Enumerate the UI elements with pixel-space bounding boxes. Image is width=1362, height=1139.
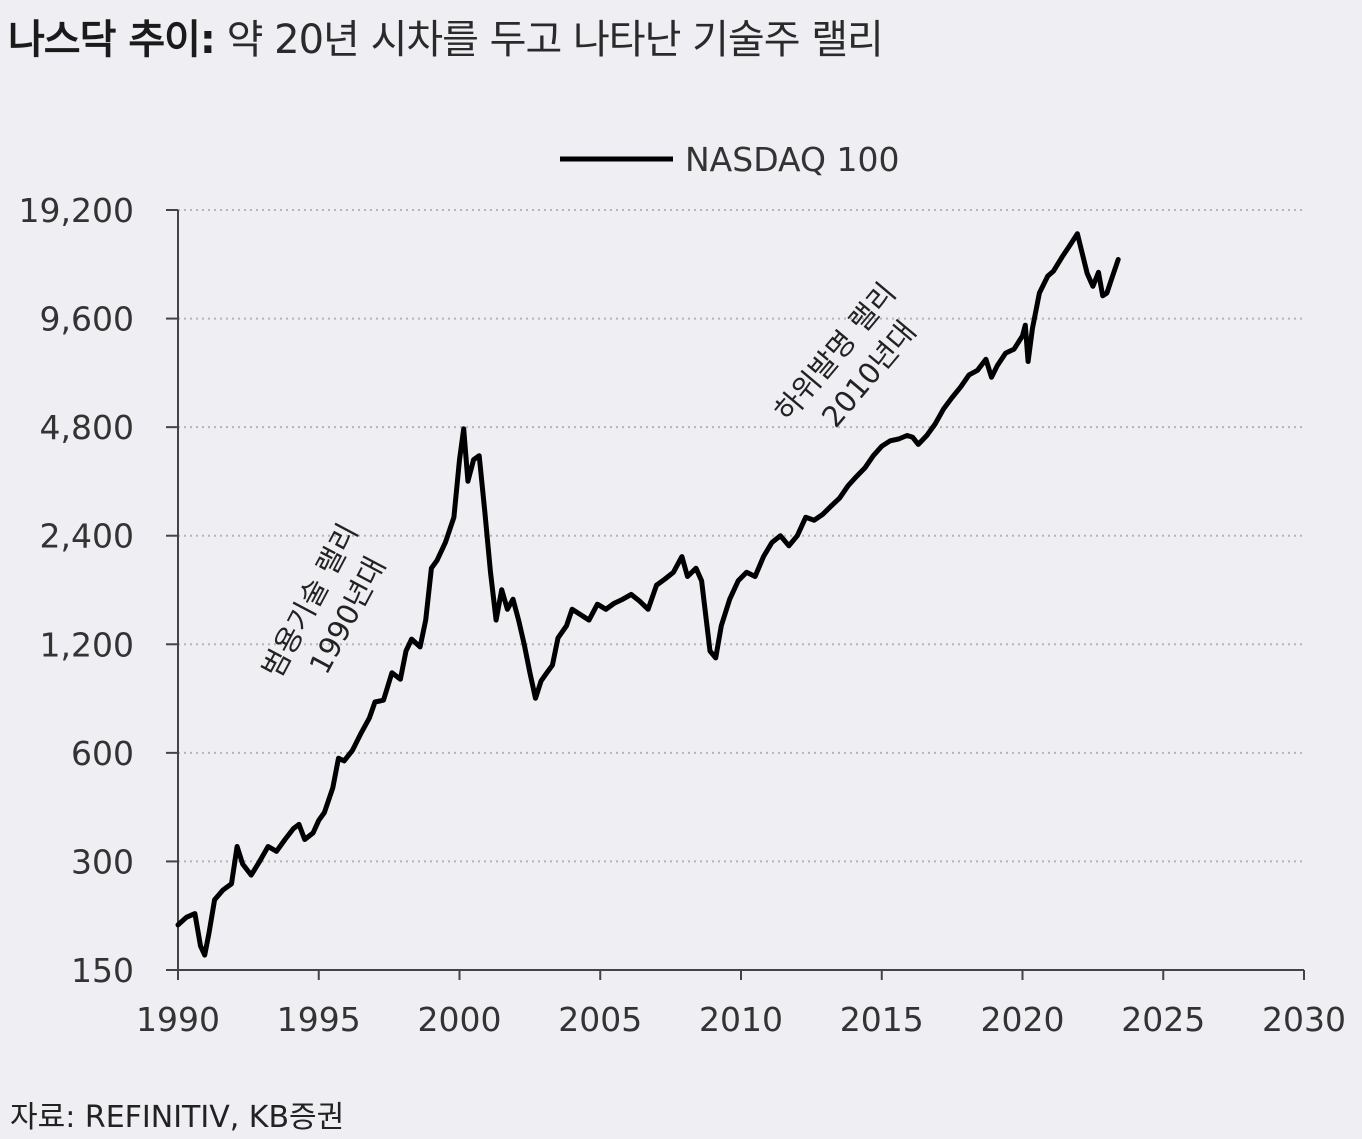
y-tick-label: 600 <box>71 734 134 773</box>
x-tick-label: 2020 <box>981 1000 1065 1039</box>
y-tick-label: 300 <box>71 842 134 881</box>
source-note: 자료: REFINITIV, KB증권 <box>10 1100 345 1135</box>
y-tick-label: 150 <box>71 951 134 990</box>
x-axis-ticks: 1990 1995 2000 2005 2010 2015 2020 2025 2030 <box>136 970 1346 1039</box>
x-tick-label: 2025 <box>1121 1000 1205 1039</box>
x-tick-label: 2010 <box>699 1000 783 1039</box>
y-axis-ticks: 150 300 600 1,200 2,400 4,800 9,600 19,200 <box>19 191 178 990</box>
x-tick-label: 2005 <box>558 1000 642 1039</box>
annotation-2010s: 하위발명 랠리 2010년대 <box>768 269 939 453</box>
x-tick-label: 1990 <box>136 1000 220 1039</box>
legend-label: NASDAQ 100 <box>685 140 899 179</box>
y-tick-label: 1,200 <box>40 625 134 664</box>
nasdaq-chart: 1990 1995 2000 2005 2010 2015 2020 2025 2030 150… <box>19 140 1346 1039</box>
page-title: 나스닥 추이: 약 20년 시차를 두고 나타난 기술주 랠리 <box>8 10 884 70</box>
annotation-1990s: 범용기술 랠리 1990년대 <box>255 510 404 702</box>
x-tick-label: 2030 <box>1262 1000 1346 1039</box>
y-tick-label: 9,600 <box>40 300 134 339</box>
series-line-nasdaq-100 <box>175 231 1121 958</box>
x-tick-label: 1995 <box>277 1000 361 1039</box>
y-tick-label: 4,800 <box>40 408 134 447</box>
grid-lines <box>178 209 1304 863</box>
annotations: 범용기술 랠리 1990년대 하위발명 랠리 2010년대 <box>255 269 939 702</box>
series-layer <box>175 231 1121 958</box>
x-tick-label: 2000 <box>418 1000 502 1039</box>
title-rest: 약 20년 시차를 두고 나타난 기술주 랠리 <box>226 17 884 63</box>
y-tick-label: 19,200 <box>19 191 134 230</box>
title-bold: 나스닥 추이: <box>8 17 216 63</box>
x-tick-label: 2015 <box>840 1000 924 1039</box>
y-tick-label: 2,400 <box>40 517 134 556</box>
legend: NASDAQ 100 <box>560 140 899 179</box>
